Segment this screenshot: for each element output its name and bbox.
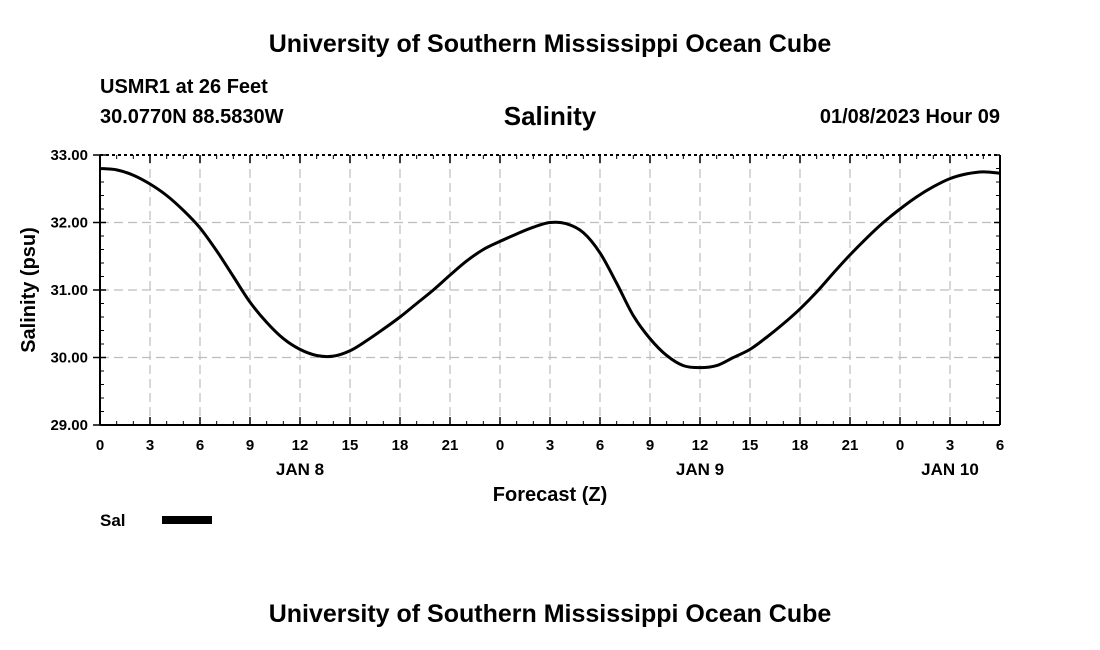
station-name: USMR1 at 26 Feet [100, 76, 268, 98]
x-tick-label: 6 [196, 437, 204, 454]
x-axis-title: Forecast (Z) [493, 484, 607, 506]
series-layer [99, 167, 1001, 370]
station-coordinates: 30.0770N 88.5830W [100, 106, 284, 128]
salinity-series-line [99, 167, 1001, 370]
legend-label: Sal [100, 511, 126, 530]
date-label: JAN 9 [676, 460, 724, 479]
x-tick-label: 21 [442, 437, 459, 454]
x-tick-label: 18 [792, 437, 809, 454]
x-tick-label: 6 [996, 437, 1004, 454]
chart-title: Salinity [503, 101, 597, 131]
grid-layer [100, 155, 1000, 425]
y-tick-label: 31.00 [50, 282, 88, 299]
x-tick-label: 6 [596, 437, 604, 454]
chart-datetime: 01/08/2023 Hour 09 [819, 106, 1000, 128]
x-tick-label: 0 [896, 437, 904, 454]
y-tick-label: 30.00 [50, 350, 88, 367]
date-label: JAN 10 [921, 460, 979, 479]
x-tick-label: 15 [742, 437, 759, 454]
x-tick-label: 9 [246, 437, 254, 454]
axis-layer [93, 154, 1001, 426]
date-label: JAN 8 [276, 460, 324, 479]
x-tick-label: 3 [946, 437, 954, 454]
x-tick-label: 3 [546, 437, 554, 454]
footer-title: University of Southern Mississippi Ocean… [268, 600, 832, 628]
y-axis-title: Salinity (psu) [18, 227, 40, 353]
x-tick-label: 3 [146, 437, 154, 454]
x-tick-label: 12 [292, 437, 309, 454]
x-tick-label: 0 [96, 437, 104, 454]
y-tick-label: 32.00 [50, 215, 88, 232]
y-tick-label: 29.00 [50, 417, 88, 434]
y-tick-label: 33.00 [50, 147, 88, 164]
x-tick-label: 0 [496, 437, 504, 454]
x-tick-label: 18 [392, 437, 409, 454]
x-tick-label: 21 [842, 437, 859, 454]
x-tick-label: 9 [646, 437, 654, 454]
x-tick-label: 15 [342, 437, 359, 454]
label-layer: 0 3 6 9 12 15 18 21 0 3 6 9 12 15 18 21 0 3 6 29.00 30.00 31.… [18, 147, 1004, 530]
x-tick-label: 12 [692, 437, 709, 454]
main-title: University of Southern Mississippi Ocean… [268, 30, 832, 58]
